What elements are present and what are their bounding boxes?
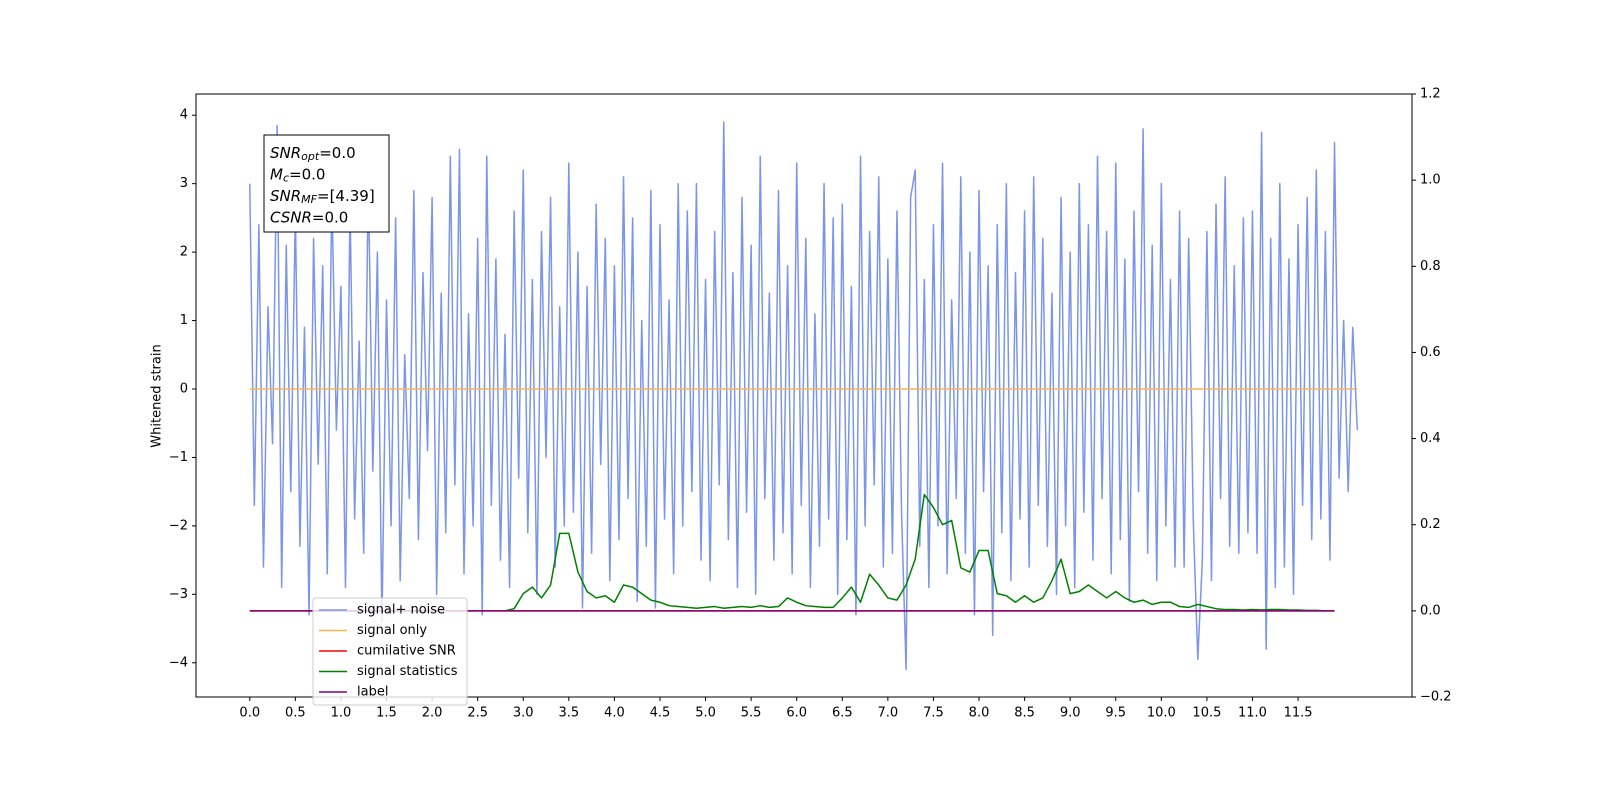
- y-tick-label: 3: [180, 176, 188, 191]
- x-tick-label: 2.0: [422, 706, 443, 721]
- y2-tick-label: 1.2: [1420, 87, 1441, 102]
- x-tick-label: 3.0: [513, 706, 534, 721]
- legend-label: signal statistics: [357, 664, 458, 679]
- x-tick-label: 11.5: [1284, 706, 1313, 721]
- y2-tick-label: 0.2: [1420, 517, 1441, 532]
- x-tick-label: 9.0: [1060, 706, 1081, 721]
- x-tick-label: 3.5: [558, 706, 579, 721]
- y-tick-label: 1: [180, 313, 188, 328]
- annotation-line: SNRopt=0.0: [270, 144, 356, 164]
- y2-tick-label: 0.4: [1420, 431, 1441, 446]
- y-tick-label: −1: [169, 450, 188, 465]
- annotation-rest: =[4.39]: [317, 187, 375, 205]
- y2-tick-label: 0.0: [1420, 603, 1441, 618]
- annotation-box: [263, 134, 390, 233]
- x-tick-label: 4.0: [604, 706, 625, 721]
- x-tick-label: 0.0: [239, 706, 260, 721]
- x-tick-label: 4.5: [650, 706, 671, 721]
- y-axis-label: Whitened strain: [150, 344, 165, 447]
- x-tick-label: 5.5: [741, 706, 762, 721]
- x-tick-label: 7.5: [923, 706, 944, 721]
- x-tick-label: 6.0: [786, 706, 807, 721]
- legend-label: signal only: [357, 623, 427, 638]
- annotation-line: CSNR=0.0: [270, 208, 348, 226]
- x-tick-label: 8.5: [1014, 706, 1035, 721]
- annotation-main: M: [270, 165, 283, 183]
- x-tick-label: 10.5: [1192, 706, 1221, 721]
- annotation-rest: =0.0: [319, 144, 355, 162]
- annotation-line: Mc=0.0: [270, 165, 325, 185]
- y-tick-label: 4: [180, 108, 188, 123]
- annotation-sub: c: [283, 172, 289, 185]
- legend-label: label: [357, 685, 388, 700]
- x-tick-label: 1.0: [331, 706, 352, 721]
- annotation-sub: MF: [301, 193, 317, 206]
- x-tick-label: 2.5: [467, 706, 488, 721]
- x-tick-label: 10.0: [1147, 706, 1176, 721]
- series-line: [504, 493, 1326, 612]
- annotation-main: CSNR: [270, 208, 312, 226]
- x-tick-label: 8.0: [969, 706, 990, 721]
- x-tick-label: 1.5: [376, 706, 397, 721]
- y2-tick-label: 0.6: [1420, 345, 1441, 360]
- annotation-rest: =0.0: [312, 208, 348, 226]
- annotation-main: SNR: [270, 144, 301, 162]
- y-tick-label: 0: [180, 381, 188, 396]
- y-tick-label: 2: [180, 245, 188, 260]
- x-tick-label: 11.0: [1238, 706, 1267, 721]
- y2-tick-label: 1.0: [1420, 173, 1441, 188]
- y2-tick-label: 0.8: [1420, 259, 1441, 274]
- legend-label: signal+ noise: [357, 603, 445, 618]
- annotation-rest: =0.0: [289, 165, 325, 183]
- annotation-line: SNRMF=[4.39]: [270, 187, 375, 207]
- x-tick-label: 5.0: [695, 706, 716, 721]
- annotation-sub: opt: [301, 150, 320, 163]
- x-tick-label: 0.5: [285, 706, 306, 721]
- series-line: [249, 121, 1359, 671]
- annotation-main: SNR: [270, 187, 301, 205]
- x-tick-label: 9.5: [1105, 706, 1126, 721]
- y-tick-label: −3: [169, 587, 188, 602]
- legend-box: [312, 597, 468, 706]
- y-tick-label: −4: [169, 655, 188, 670]
- y-tick-label: −2: [169, 518, 188, 533]
- y2-tick-label: −0.2: [1420, 690, 1452, 705]
- plot-frame: [195, 93, 1413, 698]
- x-tick-label: 7.0: [878, 706, 899, 721]
- x-tick-label: 6.5: [832, 706, 853, 721]
- legend-label: cumilative SNR: [357, 644, 456, 659]
